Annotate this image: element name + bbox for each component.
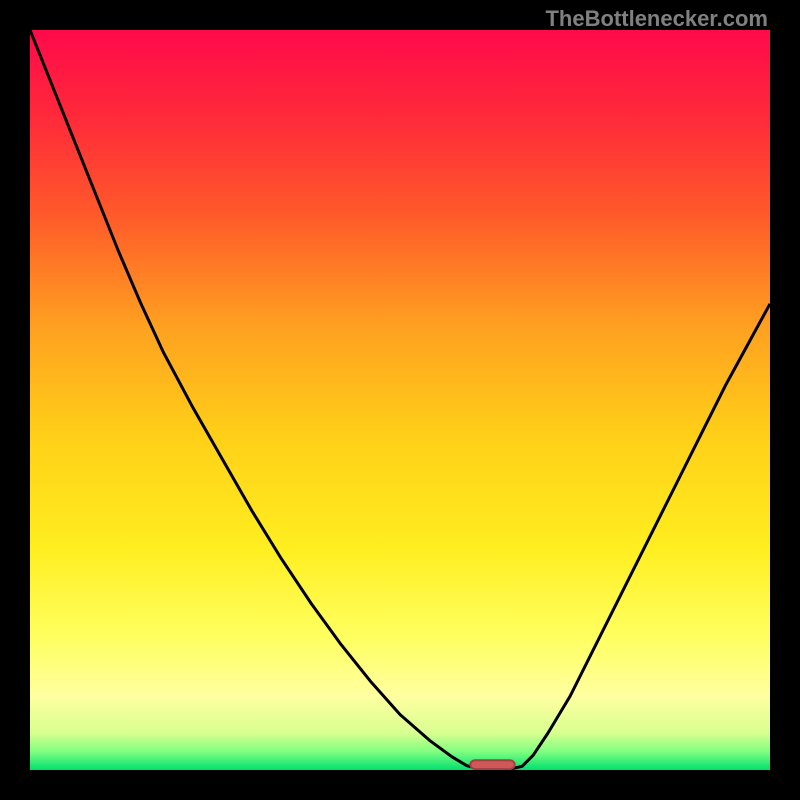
optimal-marker xyxy=(470,760,514,769)
watermark-text: TheBottlenecker.com xyxy=(545,6,768,32)
gradient-background xyxy=(30,30,770,770)
plot-area xyxy=(30,30,770,770)
chart-container: TheBottlenecker.com xyxy=(0,0,800,800)
